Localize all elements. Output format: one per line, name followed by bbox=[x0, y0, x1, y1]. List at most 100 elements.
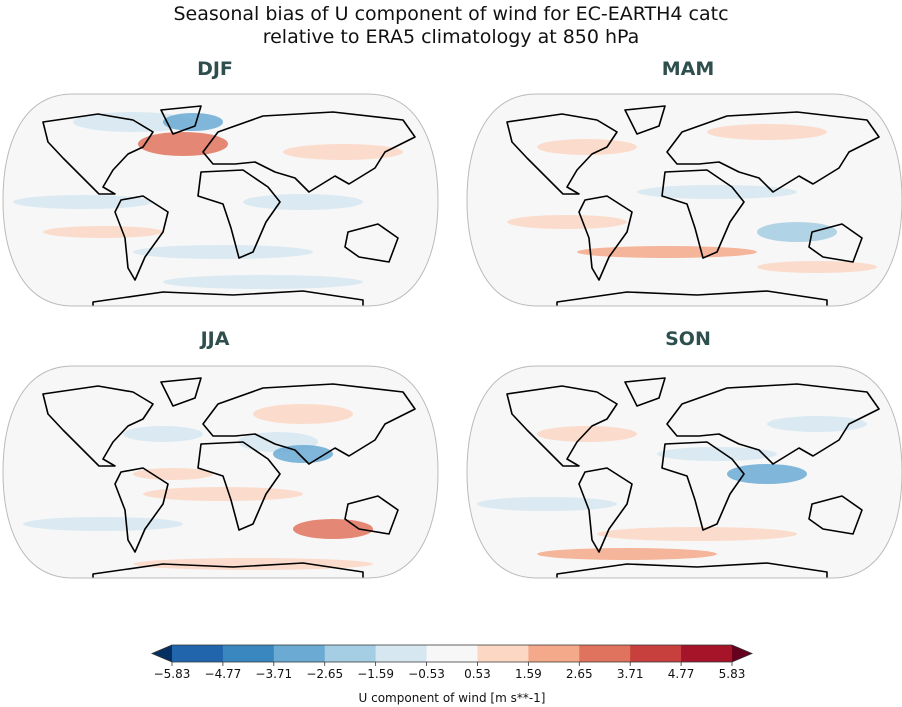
colorbar-segment bbox=[172, 645, 224, 662]
map-border bbox=[466, 93, 902, 307]
colorbar-tick-label: 3.71 bbox=[617, 667, 644, 681]
map-panel bbox=[2, 365, 439, 579]
anomaly-patch bbox=[143, 487, 303, 501]
coastline bbox=[202, 111, 416, 193]
colorbar-tick-label: −3.71 bbox=[255, 667, 292, 681]
coastline bbox=[114, 195, 169, 281]
map-background bbox=[467, 94, 902, 306]
colorbar-tick-label: 0.53 bbox=[464, 667, 491, 681]
coastline bbox=[578, 467, 633, 553]
coastline bbox=[556, 562, 828, 578]
coastline bbox=[666, 383, 880, 465]
coastline bbox=[202, 383, 416, 465]
colorbar-tick-label: −1.59 bbox=[357, 667, 394, 681]
coastline bbox=[556, 290, 828, 306]
panel-title: JJA bbox=[199, 328, 230, 350]
colorbar-tick-label: −0.53 bbox=[408, 667, 445, 681]
anomaly-patch bbox=[163, 113, 223, 131]
coastline bbox=[42, 113, 154, 195]
colorbar-extend-high bbox=[732, 645, 752, 662]
coastline bbox=[42, 385, 154, 467]
anomaly-patch bbox=[757, 261, 877, 273]
colorbar-tick-label: 1.59 bbox=[515, 667, 542, 681]
map-panel bbox=[2, 93, 439, 307]
coastline bbox=[160, 105, 202, 135]
coastline bbox=[92, 562, 364, 578]
coastline bbox=[506, 385, 618, 467]
map-border bbox=[466, 365, 902, 579]
anomaly-patch bbox=[133, 245, 313, 259]
anomaly-patch bbox=[133, 468, 213, 480]
colorbar-segment bbox=[630, 645, 682, 662]
anomaly-patch bbox=[138, 132, 228, 156]
anomaly-patch bbox=[243, 194, 363, 210]
anomaly-patch bbox=[507, 215, 627, 229]
anomaly-field bbox=[506, 105, 880, 306]
colorbar-tick-label: −5.83 bbox=[154, 667, 191, 681]
coastline bbox=[808, 495, 863, 535]
panel-title: DJF bbox=[197, 58, 233, 80]
anomaly-patch bbox=[13, 195, 153, 209]
anomaly-patch bbox=[727, 464, 807, 484]
colorbar-segment bbox=[579, 645, 631, 662]
title-line: Seasonal bias of U component of wind for… bbox=[173, 3, 728, 25]
coastline bbox=[344, 495, 399, 535]
coastline bbox=[808, 223, 863, 263]
anomaly-patch bbox=[253, 404, 353, 424]
anomaly-patch bbox=[767, 416, 867, 432]
anomaly-patch bbox=[133, 558, 373, 570]
colorbar-segment bbox=[528, 645, 580, 662]
coastline bbox=[506, 113, 618, 195]
colorbar-extend-low bbox=[152, 645, 172, 662]
colorbar-segment bbox=[375, 645, 428, 662]
coastline bbox=[624, 377, 666, 407]
panel-title: MAM bbox=[662, 58, 715, 80]
colorbar-segment bbox=[273, 645, 326, 662]
anomaly-patch bbox=[597, 527, 797, 541]
anomaly-patch bbox=[283, 144, 403, 160]
coastline bbox=[160, 377, 202, 407]
anomaly-patch bbox=[537, 548, 717, 560]
colorbar-tick-label: 2.65 bbox=[566, 667, 593, 681]
colorbar-segment bbox=[477, 645, 529, 662]
coastline bbox=[666, 111, 880, 193]
anomaly-patch bbox=[163, 275, 363, 289]
coastline bbox=[197, 169, 281, 259]
coastline bbox=[661, 169, 745, 259]
colorbar-tick-label: 4.77 bbox=[668, 667, 695, 681]
anomaly-patch bbox=[43, 226, 163, 238]
anomaly-patch bbox=[123, 426, 203, 442]
panel-title: SON bbox=[665, 328, 711, 350]
coastline bbox=[114, 467, 169, 553]
coastline bbox=[344, 223, 399, 263]
coastline bbox=[661, 441, 745, 531]
colorbar-tick-label: −4.77 bbox=[205, 667, 242, 681]
map-panel bbox=[466, 93, 902, 307]
anomaly-patch bbox=[23, 517, 183, 531]
map-background bbox=[467, 366, 902, 578]
colorbar-segment bbox=[681, 645, 733, 662]
anomaly-patch bbox=[757, 222, 837, 242]
colorbar-segment bbox=[324, 645, 377, 662]
coastline bbox=[624, 105, 666, 135]
title-line: relative to ERA5 climatology at 850 hPa bbox=[263, 26, 640, 48]
anomaly-field bbox=[23, 377, 416, 578]
colorbar-label: U component of wind [m s**-1] bbox=[359, 691, 546, 705]
anomaly-field bbox=[13, 105, 416, 306]
coastline bbox=[92, 290, 364, 306]
map-border bbox=[2, 365, 439, 579]
colorbar-tick-label: −2.65 bbox=[306, 667, 343, 681]
anomaly-patch bbox=[477, 497, 617, 511]
coastline bbox=[197, 441, 281, 531]
colorbar-tick-label: 5.83 bbox=[719, 667, 746, 681]
colorbar-segment bbox=[426, 645, 478, 662]
colorbar-segment bbox=[222, 645, 275, 662]
anomaly-patch bbox=[637, 185, 797, 199]
coastline bbox=[578, 195, 633, 281]
anomaly-patch bbox=[73, 112, 193, 132]
anomaly-patch bbox=[577, 246, 757, 258]
anomaly-patch bbox=[537, 139, 637, 155]
